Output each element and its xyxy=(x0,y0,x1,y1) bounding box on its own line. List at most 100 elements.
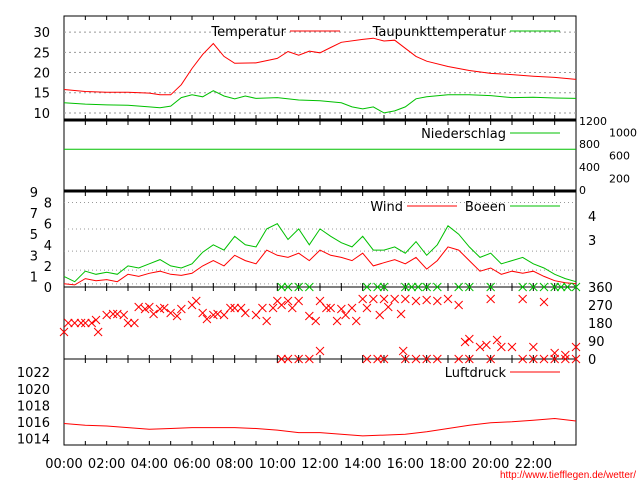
gust-direction-point xyxy=(539,282,549,292)
beaufort-tick-label: 4 xyxy=(588,210,596,225)
wind-y-tick-label: 0 xyxy=(44,281,52,296)
wind-direction-point xyxy=(315,346,325,356)
gust-direction-point xyxy=(304,282,314,292)
wind-direction-point xyxy=(304,311,314,321)
wind-direction-point xyxy=(518,294,528,304)
wind-direction-point xyxy=(149,309,158,319)
precip-y-tick-label: 0 xyxy=(579,184,586,197)
wind-direction-point xyxy=(390,294,400,304)
wind-direction-point xyxy=(144,302,154,312)
wind-direction-point xyxy=(454,300,464,310)
temp-y-tick-label: 25 xyxy=(33,46,50,61)
wind-direction-point xyxy=(140,304,150,314)
wind-direction-point xyxy=(486,354,496,364)
wind-direction-point xyxy=(454,354,464,364)
wind-direction-point xyxy=(347,303,357,313)
wind-direction-point xyxy=(379,354,389,364)
x-tick-label: 04:00 xyxy=(131,457,168,472)
gust-direction-point xyxy=(454,282,464,292)
wind-direction-point xyxy=(411,354,421,364)
wind-direction-point xyxy=(322,303,331,313)
wind-direction-point xyxy=(571,354,581,364)
beaufort-tick-label: 3 xyxy=(588,234,596,249)
wind-direction-point xyxy=(492,335,502,345)
wind-direction-point xyxy=(464,354,474,364)
pressure-y-tick-label: 1022 xyxy=(17,366,50,381)
gust-direction-point xyxy=(422,282,432,292)
x-tick-label: 02:00 xyxy=(88,457,125,472)
footer-url: http://www.tiefflegen.de/wetter/ xyxy=(500,470,636,480)
pressure-legend-label: Luftdruck xyxy=(445,366,507,381)
wind-direction-point xyxy=(202,314,212,324)
gust-direction-point xyxy=(283,282,293,292)
wind-y-tick-label: 4 xyxy=(44,239,52,254)
wind-direction-point xyxy=(198,308,208,318)
temp-y-tick-label: 15 xyxy=(33,87,50,102)
x-tick-label: 12:00 xyxy=(301,457,338,472)
wind-direction-point xyxy=(134,302,144,312)
gust-direction-point xyxy=(486,282,496,292)
gust-legend-label: Boeen xyxy=(465,200,506,215)
wind-direction-point xyxy=(496,342,506,352)
wind-direction-point xyxy=(432,296,442,306)
wind-direction-point xyxy=(571,342,581,352)
temp-y-tick-label: 30 xyxy=(33,26,50,41)
wind-direction-point xyxy=(432,354,442,364)
wind-direction-point xyxy=(486,294,496,304)
gust-direction-point xyxy=(362,282,372,292)
wind-y-tick-label: 2 xyxy=(44,260,52,275)
direction-y-tick-label: 0 xyxy=(588,353,596,368)
direction-y-tick-label: 360 xyxy=(588,281,613,296)
wind-direction-point xyxy=(283,296,293,306)
precip-y-tick-label: 1200 xyxy=(579,115,607,128)
wind-direction-point xyxy=(93,327,103,337)
wind-direction-point xyxy=(396,309,406,319)
gust-direction-point xyxy=(528,282,538,292)
wind-direction-point xyxy=(518,354,528,364)
wind-direction-point xyxy=(422,354,432,364)
wind-direction-point xyxy=(482,340,491,350)
wind-y-tick-label: 5 xyxy=(30,228,38,243)
wind-direction-point xyxy=(219,310,229,320)
wind-direction-point xyxy=(379,294,389,304)
wind-direction-point xyxy=(159,303,169,313)
wind-direction-point xyxy=(230,303,240,313)
wind-direction-point xyxy=(63,318,73,328)
x-tick-label: 14:00 xyxy=(344,457,381,472)
dewpoint-legend-label: Taupunkttemperatur xyxy=(372,25,507,40)
direction-y-tick-label: 270 xyxy=(588,299,613,314)
gust-direction-point xyxy=(277,282,286,292)
wind-y-tick-label: 9 xyxy=(30,186,38,201)
wind-direction-point xyxy=(123,318,133,328)
temperature-legend-label: Temperatur xyxy=(210,25,286,40)
precip-y-tick-label: 200 xyxy=(609,173,630,186)
wind-y-tick-label: 3 xyxy=(30,249,38,264)
wind-direction-point xyxy=(240,308,250,318)
wind-direction-point xyxy=(358,294,368,304)
wind-direction-point xyxy=(464,334,474,344)
gust-direction-point xyxy=(518,282,528,292)
gust-direction-point xyxy=(294,282,304,292)
wind-direction-point xyxy=(560,350,570,360)
precip-y-tick-label: 600 xyxy=(609,150,630,163)
gust-direction-point xyxy=(413,282,423,292)
gust-direction-point xyxy=(432,282,442,292)
wind-direction-point xyxy=(422,295,432,305)
wind-direction-point xyxy=(539,297,549,307)
pressure-line xyxy=(63,417,577,437)
wind-direction-point xyxy=(277,354,286,364)
wind-direction-point xyxy=(176,304,186,314)
gust-direction-point xyxy=(407,282,417,292)
wind-direction-point xyxy=(560,354,570,364)
wind-direction-point xyxy=(528,354,538,364)
precip-y-tick-label: 800 xyxy=(579,138,600,151)
wind-direction-point xyxy=(262,316,272,326)
wind-direction-point xyxy=(315,296,325,306)
gust-direction-point xyxy=(550,282,560,292)
x-tick-label: 00:00 xyxy=(45,457,82,472)
direction-y-tick-label: 180 xyxy=(588,317,613,332)
x-tick-label: 18:00 xyxy=(429,457,466,472)
x-tick-label: 20:00 xyxy=(472,457,509,472)
wind-y-tick-label: 6 xyxy=(44,218,52,233)
